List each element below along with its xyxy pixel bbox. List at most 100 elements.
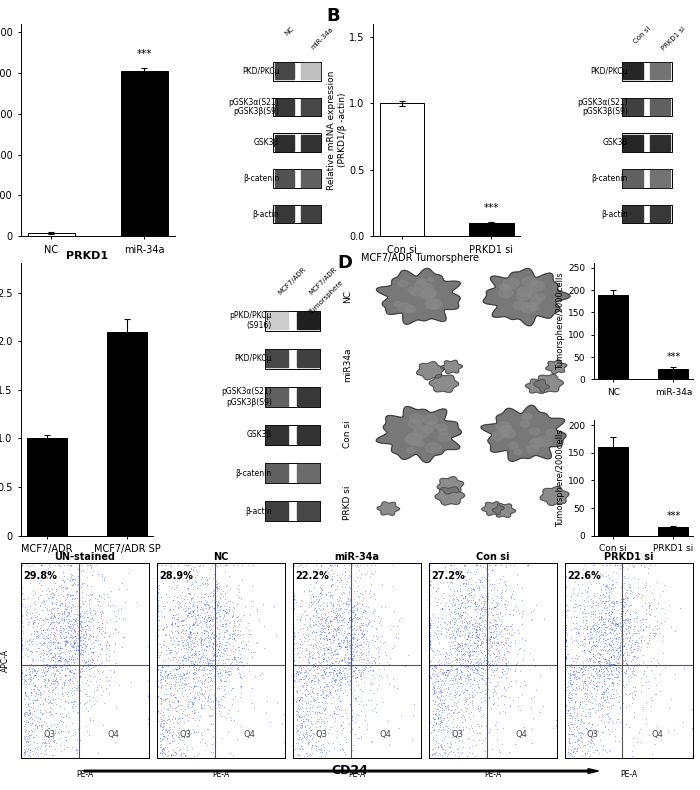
Point	[591, 698, 602, 710]
Point	[456, 639, 468, 652]
Point	[323, 666, 334, 679]
Point	[223, 686, 234, 698]
Point	[214, 653, 225, 665]
Point	[19, 720, 30, 732]
Point	[323, 722, 335, 735]
Point	[84, 559, 95, 571]
Point	[193, 617, 204, 630]
Point	[57, 614, 68, 626]
Point	[49, 636, 60, 649]
Point	[487, 626, 498, 638]
Point	[33, 683, 44, 695]
Point	[161, 672, 172, 685]
Bar	[622, 169, 672, 188]
Point	[606, 634, 617, 647]
Point	[309, 634, 320, 646]
Point	[314, 700, 326, 713]
Point	[567, 583, 578, 596]
Point	[189, 665, 200, 678]
Point	[608, 683, 620, 695]
Point	[51, 681, 62, 694]
Point	[424, 630, 435, 643]
Point	[603, 611, 615, 624]
Point	[349, 609, 360, 622]
Point	[380, 649, 391, 661]
Point	[452, 680, 463, 693]
Point	[610, 664, 622, 676]
Point	[153, 675, 164, 687]
Point	[458, 653, 469, 665]
Point	[215, 674, 226, 687]
Point	[463, 626, 474, 639]
Point	[173, 614, 184, 626]
Point	[110, 735, 121, 748]
Point	[468, 584, 480, 596]
Point	[354, 611, 365, 624]
Point	[67, 573, 78, 585]
Point	[232, 660, 244, 673]
Point	[161, 713, 172, 726]
Point	[47, 633, 58, 645]
Point	[686, 749, 697, 762]
Point	[51, 646, 62, 659]
Point	[351, 640, 362, 653]
Point	[587, 607, 598, 619]
Point	[68, 613, 79, 626]
Point	[174, 731, 185, 743]
Point	[21, 609, 32, 622]
Point	[38, 596, 50, 609]
Point	[499, 594, 510, 607]
Point	[429, 740, 440, 753]
Point	[226, 630, 237, 642]
Point	[640, 577, 652, 589]
Point	[462, 611, 473, 623]
Point	[470, 626, 482, 638]
Point	[69, 577, 80, 590]
Point	[20, 747, 31, 760]
Point	[58, 677, 69, 690]
Point	[307, 652, 318, 664]
Point	[62, 590, 73, 603]
Point	[484, 616, 496, 629]
Point	[160, 664, 171, 677]
Point	[120, 612, 131, 625]
Point	[631, 624, 642, 637]
Point	[432, 624, 443, 637]
Point	[23, 733, 34, 746]
Point	[178, 603, 189, 615]
Point	[450, 668, 461, 681]
Point	[616, 717, 627, 729]
Point	[182, 713, 193, 726]
Point	[307, 682, 318, 694]
Point	[635, 615, 646, 628]
Point	[293, 749, 304, 762]
Point	[431, 698, 442, 711]
Point	[642, 566, 653, 579]
Point	[76, 581, 87, 593]
Point	[201, 581, 212, 593]
Point	[330, 584, 341, 596]
Point	[458, 578, 469, 591]
Point	[580, 617, 592, 630]
Point	[357, 619, 368, 631]
Point	[305, 621, 316, 634]
Point	[335, 664, 346, 676]
Point	[71, 648, 83, 660]
Point	[614, 619, 625, 632]
Point	[468, 660, 480, 672]
Point	[62, 608, 74, 621]
Point	[470, 603, 481, 615]
Point	[298, 681, 309, 694]
Point	[18, 745, 29, 758]
Point	[596, 690, 607, 703]
Point	[55, 624, 66, 637]
Point	[225, 747, 236, 759]
Point	[308, 692, 319, 705]
Point	[304, 664, 315, 676]
Point	[339, 653, 350, 665]
Point	[90, 630, 101, 643]
Text: pGSK3β(S9): pGSK3β(S9)	[233, 107, 279, 115]
Point	[39, 633, 50, 645]
Point	[335, 592, 346, 604]
Point	[184, 626, 195, 639]
